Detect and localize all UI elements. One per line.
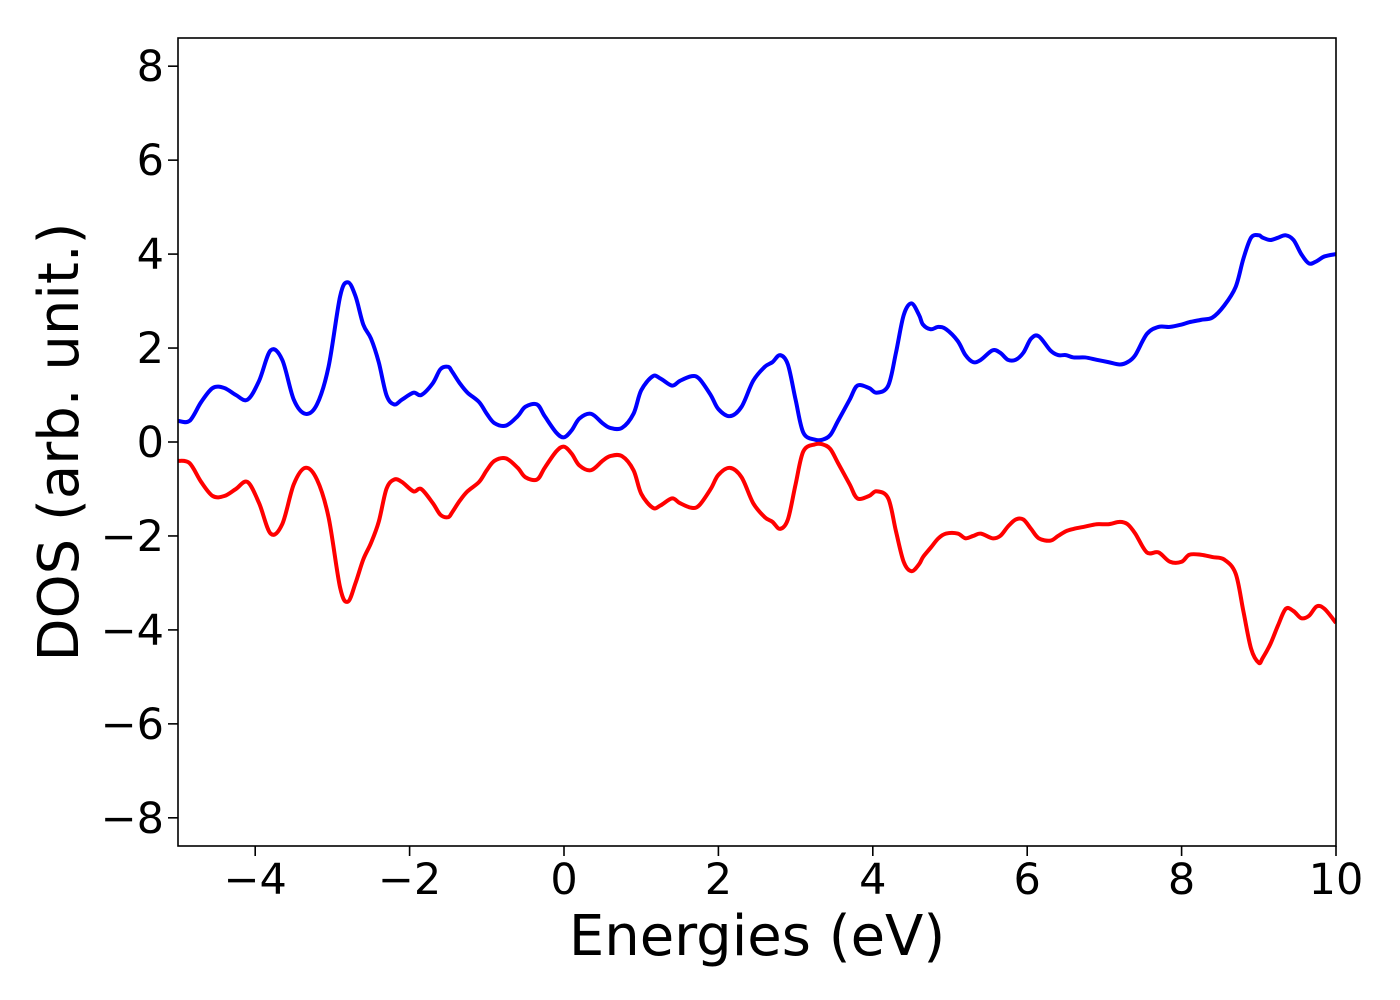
y-axis-label: DOS (arb. unit.): [27, 222, 92, 661]
x-tick-label: 6: [1014, 855, 1041, 905]
dos-series-line-red: [178, 441, 1336, 666]
y-tick-label: 8: [137, 42, 164, 92]
plot-frame: [177, 37, 1337, 847]
y-axis: 8 6 4 2 0 −2 −4 −6 −8: [101, 42, 178, 844]
y-tick-label: −4: [101, 606, 164, 656]
dos-series-line-blue: [178, 233, 1336, 443]
x-tick-label: −4: [224, 855, 287, 905]
x-tick-label: 2: [705, 855, 732, 905]
x-axis-label: Energies (eV): [569, 904, 945, 969]
y-tick-label: −2: [101, 512, 164, 562]
y-tick-label: 6: [137, 136, 164, 186]
y-tick-label: 0: [137, 418, 164, 468]
y-tick-label: −8: [101, 794, 164, 844]
y-tick-label: −6: [101, 700, 164, 750]
y-tick-label: 4: [137, 230, 164, 280]
series-layer: [178, 233, 1336, 666]
x-tick-label: 10: [1309, 855, 1364, 905]
x-tick-label: 0: [550, 855, 577, 905]
x-tick-label: −2: [378, 855, 441, 905]
x-axis: −4 −2 0 2 4 6 8 10: [224, 846, 1364, 905]
x-tick-label: 4: [859, 855, 886, 905]
x-tick-label: 8: [1168, 855, 1195, 905]
y-tick-label: 2: [137, 324, 164, 374]
